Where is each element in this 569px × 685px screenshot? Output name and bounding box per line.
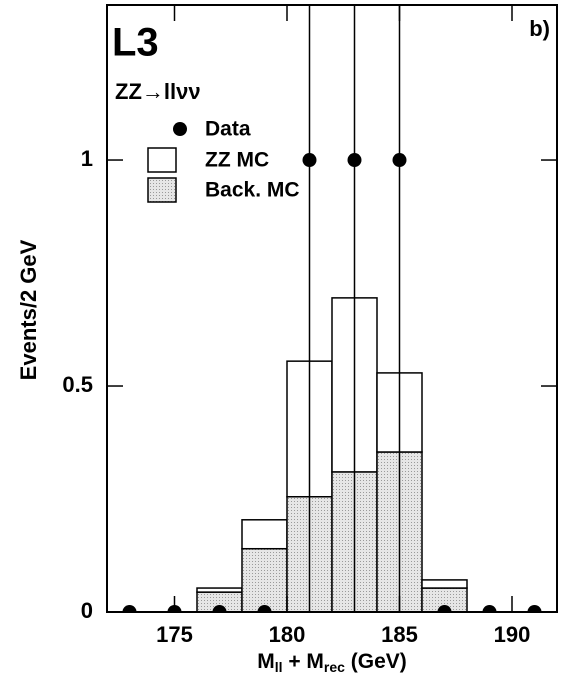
chart-title: L3: [112, 21, 159, 65]
data-point: [302, 153, 317, 168]
y-tick-label: 1: [81, 146, 93, 171]
x-label-part: M: [257, 650, 275, 673]
x-label-part: (GeV): [345, 650, 407, 673]
x-tick-label: 180: [269, 622, 306, 647]
subtitle: ZZ→llνν: [115, 79, 201, 104]
x-label-sub: ll: [275, 659, 283, 675]
y-tick-label: 0: [81, 598, 93, 623]
legend: Data ZZ MC Back. MC: [147, 118, 300, 203]
panel-label: b): [529, 16, 550, 41]
data-point: [122, 605, 137, 612]
x-label-sub: rec: [324, 659, 345, 675]
x-tick-label: 190: [494, 622, 531, 647]
histogram-bar: [421, 579, 468, 589]
data-point: [212, 605, 227, 612]
legend-swatch: [147, 177, 177, 203]
data-point: [527, 605, 542, 612]
x-axis-label: Mll + Mrec (GeV): [257, 650, 407, 675]
x-label-part: + M: [282, 650, 323, 673]
data-point: [347, 153, 362, 168]
data-point: [392, 153, 407, 168]
histogram-bar: [241, 519, 288, 550]
y-axis-label: Events/2 GeV: [16, 239, 41, 380]
x-tick-label: 185: [381, 622, 418, 647]
frame: [106, 4, 558, 613]
x-tick-label: 175: [156, 622, 193, 647]
legend-label: Data: [205, 118, 251, 141]
data-points: [122, 5, 542, 612]
data-point: [482, 605, 497, 612]
histogram-bar: [241, 547, 288, 613]
legend-swatch: [147, 147, 177, 173]
histogram-bar: [196, 587, 243, 593]
legend-label: Back. MC: [205, 179, 300, 202]
legend-marker: [173, 122, 187, 136]
plot-area: [122, 5, 542, 613]
data-point: [437, 605, 452, 612]
data-point: [257, 605, 272, 612]
y-tick-label: 0.5: [62, 372, 93, 397]
legend-label: ZZ MC: [205, 149, 269, 172]
